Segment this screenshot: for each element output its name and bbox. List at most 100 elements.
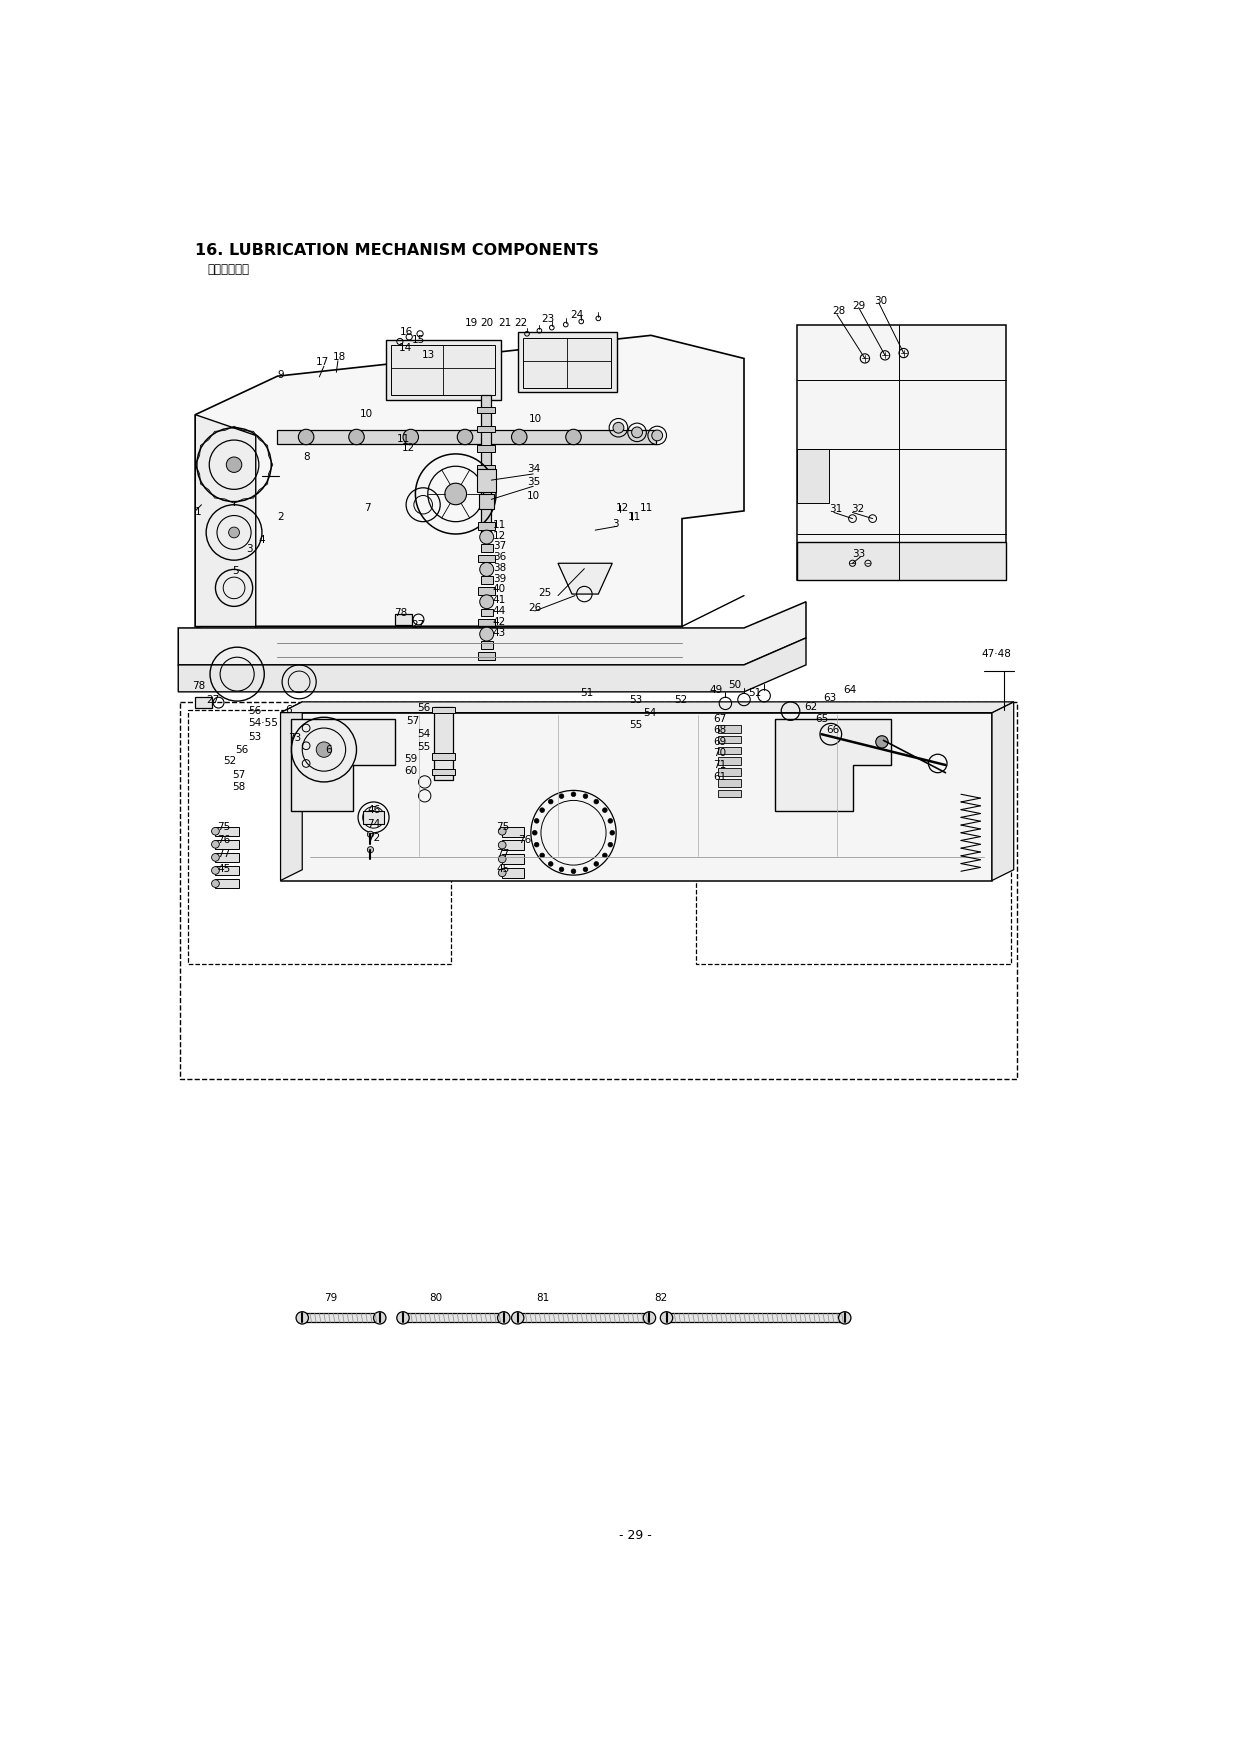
Text: 39: 39 xyxy=(494,574,506,584)
Bar xyxy=(477,469,496,491)
Text: 76: 76 xyxy=(518,835,531,846)
Text: 47·48: 47·48 xyxy=(981,649,1011,660)
Text: 51: 51 xyxy=(749,688,761,698)
Text: 11: 11 xyxy=(397,433,410,444)
Bar xyxy=(718,769,742,776)
Bar xyxy=(502,855,523,863)
Circle shape xyxy=(511,1311,525,1323)
Text: 56: 56 xyxy=(236,744,249,755)
Circle shape xyxy=(498,869,506,878)
Circle shape xyxy=(559,793,564,799)
Text: 30: 30 xyxy=(874,297,888,307)
Circle shape xyxy=(572,869,575,874)
Text: 80: 80 xyxy=(429,1293,443,1302)
Circle shape xyxy=(296,1311,309,1323)
Text: 2: 2 xyxy=(278,512,284,521)
Text: 17: 17 xyxy=(316,356,330,367)
Bar xyxy=(476,426,495,432)
Polygon shape xyxy=(280,702,1014,713)
Circle shape xyxy=(532,830,537,835)
Circle shape xyxy=(572,792,575,797)
Text: 36: 36 xyxy=(494,553,506,562)
Text: 58: 58 xyxy=(233,781,246,792)
Text: 42: 42 xyxy=(494,616,506,627)
Bar xyxy=(216,827,238,835)
Text: 3: 3 xyxy=(613,519,619,528)
Circle shape xyxy=(498,841,506,849)
Polygon shape xyxy=(992,702,1014,881)
Text: 75: 75 xyxy=(496,821,510,832)
Circle shape xyxy=(875,735,888,748)
Polygon shape xyxy=(797,325,1006,581)
Circle shape xyxy=(498,855,506,863)
Bar xyxy=(718,758,742,765)
Text: 35: 35 xyxy=(527,477,541,488)
Text: 19: 19 xyxy=(465,318,479,328)
Circle shape xyxy=(583,793,588,799)
Bar xyxy=(523,337,611,388)
Text: 16. LUBRICATION MECHANISM COMPONENTS: 16. LUBRICATION MECHANISM COMPONENTS xyxy=(196,244,599,258)
Bar xyxy=(386,340,501,400)
Circle shape xyxy=(559,867,564,872)
Text: 79: 79 xyxy=(324,1293,337,1302)
Text: 1: 1 xyxy=(196,507,202,518)
Text: 13: 13 xyxy=(422,351,435,360)
Bar xyxy=(278,430,656,444)
Text: 15: 15 xyxy=(412,335,425,346)
Circle shape xyxy=(660,1311,672,1323)
Text: 78: 78 xyxy=(394,607,407,618)
Bar xyxy=(502,841,523,851)
Text: 45: 45 xyxy=(496,863,510,874)
Text: 11: 11 xyxy=(494,519,506,530)
Text: 54: 54 xyxy=(417,728,430,739)
Bar xyxy=(363,811,384,823)
Circle shape xyxy=(316,742,332,758)
Text: 28: 28 xyxy=(832,305,846,316)
Text: - 29 -: - 29 - xyxy=(619,1529,652,1541)
Text: 52: 52 xyxy=(223,756,237,767)
Circle shape xyxy=(631,426,642,437)
Text: 10: 10 xyxy=(528,414,542,423)
Circle shape xyxy=(594,799,599,804)
Text: 11: 11 xyxy=(640,504,653,512)
Circle shape xyxy=(480,530,494,544)
Text: 69: 69 xyxy=(713,737,727,748)
Bar xyxy=(481,544,492,551)
Text: 59: 59 xyxy=(404,755,418,763)
Circle shape xyxy=(397,1311,409,1323)
Polygon shape xyxy=(179,639,806,691)
Bar xyxy=(476,465,495,470)
Text: 22: 22 xyxy=(515,318,528,328)
Circle shape xyxy=(534,842,539,848)
Bar xyxy=(502,869,523,878)
Text: 10: 10 xyxy=(527,490,541,500)
Circle shape xyxy=(565,430,582,444)
Bar xyxy=(434,707,454,781)
Bar xyxy=(518,1313,650,1323)
Circle shape xyxy=(583,867,588,872)
Text: 70: 70 xyxy=(713,748,727,758)
Bar xyxy=(216,879,238,888)
Text: 66: 66 xyxy=(826,725,839,735)
Circle shape xyxy=(226,456,242,472)
Polygon shape xyxy=(196,414,255,648)
Circle shape xyxy=(212,841,219,848)
Text: 20: 20 xyxy=(481,318,494,328)
Polygon shape xyxy=(290,720,396,811)
Polygon shape xyxy=(196,335,744,627)
Text: 53: 53 xyxy=(629,695,642,706)
Text: 7: 7 xyxy=(365,504,371,512)
Circle shape xyxy=(299,430,314,444)
Text: 16: 16 xyxy=(399,326,413,337)
Text: 8: 8 xyxy=(303,453,310,462)
Bar xyxy=(479,620,495,627)
Circle shape xyxy=(212,827,219,835)
Polygon shape xyxy=(797,542,1006,581)
Circle shape xyxy=(539,853,544,858)
Bar xyxy=(718,779,742,786)
Bar xyxy=(667,1313,844,1323)
Bar xyxy=(433,707,455,714)
Text: 72: 72 xyxy=(367,834,381,842)
Text: 77: 77 xyxy=(496,849,510,860)
Polygon shape xyxy=(280,702,303,881)
